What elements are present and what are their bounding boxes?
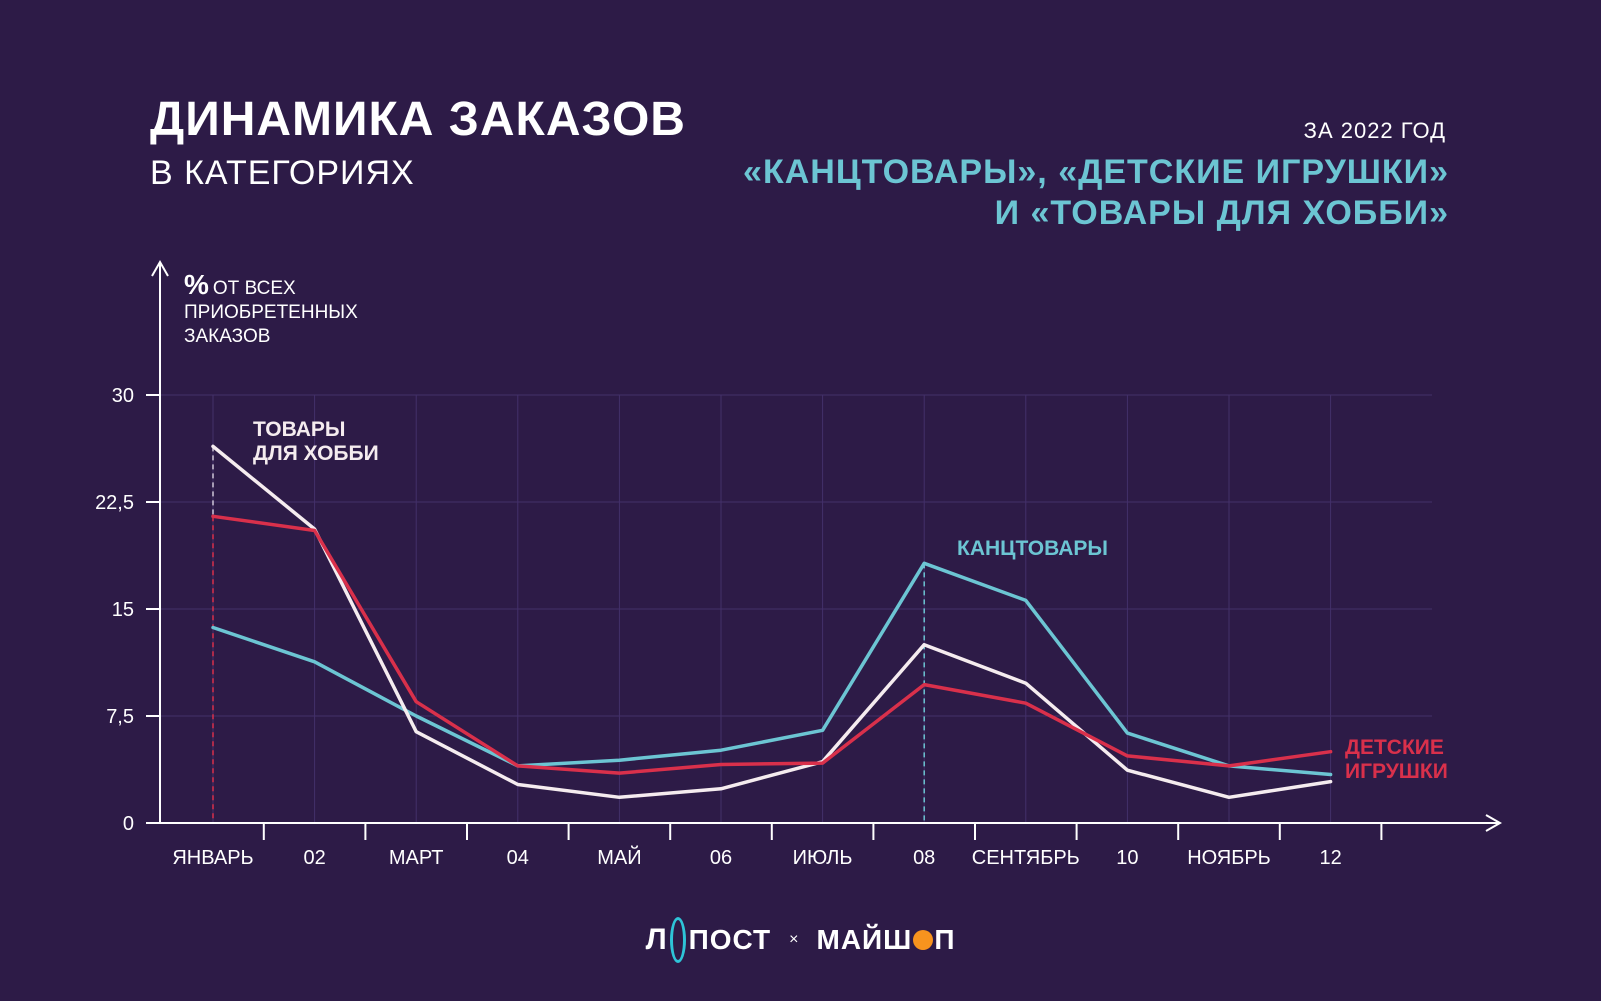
partner-logos: Л ПОСТ × МАЙШ П [0, 910, 1601, 970]
lpost-logo-text: ПОСТ [688, 924, 772, 955]
y-tick-label: 0 [123, 813, 134, 835]
myshop-logo-tail: П [934, 924, 956, 955]
categories-line-2: И «ТОВАРЫ ДЛЯ ХОББИ» [994, 194, 1449, 232]
x-tick-label: 12 [1319, 847, 1341, 869]
series-label-hobby-line-2: ДЛЯ ХОББИ [253, 442, 379, 465]
x-tick-label: 02 [303, 847, 325, 869]
y-axis-label-line-3: ЗАКАЗОВ [184, 326, 270, 347]
x-tick-label: МАЙ [597, 845, 641, 869]
grid-layer [160, 394, 1432, 823]
y-axis-label: % ОТ ВСЕХ ПРИОБРЕТЕННЫХ ЗАКАЗОВ [184, 269, 358, 347]
y-tick-label: 7,5 [106, 706, 134, 728]
tick-layer: 0 7,5 15 22,5 30 ЯНВАРЬ 02 МАРТ 04 МАЙ 06 ИЮЛЬ 08 СЕН… [95, 385, 1383, 869]
x-tick-label: ЯНВАРЬ [172, 847, 253, 869]
series-label-hobby: ТОВАРЫ ДЛЯ ХОББИ [253, 418, 379, 465]
x-tick-label: 04 [507, 847, 529, 869]
x-tick-label: МАРТ [389, 847, 444, 869]
logo-separator: × [789, 931, 799, 948]
x-tick-label: СЕНТЯБРЬ [972, 847, 1080, 869]
series-label-hobby-line-1: ТОВАРЫ [253, 418, 346, 441]
lpost-logo-l: Л [645, 923, 667, 956]
y-axis-label-line-2: ПРИОБРЕТЕННЫХ [184, 302, 358, 323]
x-tick-label: ИЮЛЬ [793, 847, 853, 869]
chart-categories-heading: «КАНЦТОВАРЫ», «ДЕТСКИЕ ИГРУШКИ» И «ТОВАР… [743, 152, 1449, 234]
x-axis-arrow-icon [1485, 814, 1503, 832]
guide-layer [212, 446, 925, 823]
series-line-hobby [211, 444, 1333, 800]
series-line-kids-toys [211, 514, 1333, 775]
y-axis-label-line-1: ОТ ВСЕХ [213, 278, 296, 299]
y-tick-label: 30 [112, 385, 134, 407]
x-tick-label: 06 [710, 847, 732, 869]
series-label-kids-toys: ДЕТСКИЕ ИГРУШКИ [1345, 736, 1448, 783]
myshop-logo-head: МАЙШ [816, 924, 913, 955]
series-label-kids-line-1: ДЕТСКИЕ [1345, 736, 1444, 759]
chart-title: ДИНАМИКА ЗАКАЗОВ [150, 93, 686, 146]
series-line-kanctovary [211, 561, 1333, 777]
axis-layer [151, 259, 1503, 832]
chart-period: ЗА 2022 ГОД [1303, 118, 1446, 143]
series-label-kanctovary: КАНЦТОВАРЫ [957, 537, 1108, 560]
categories-line-1: «КАНЦТОВАРЫ», «ДЕТСКИЕ ИГРУШКИ» [743, 153, 1449, 191]
myshop-dot-icon [913, 930, 934, 950]
y-tick-label: 22,5 [95, 492, 134, 514]
y-tick-label: 15 [112, 599, 134, 621]
x-tick-label: 10 [1116, 847, 1138, 869]
label-layer: % ОТ ВСЕХ ПРИОБРЕТЕННЫХ ЗАКАЗОВ ТОВАРЫ ДЛЯ ХО… [184, 269, 1448, 783]
series-layer [211, 444, 1333, 800]
y-axis-arrow-icon [151, 259, 169, 277]
chart-subtitle: В КАТЕГОРИЯХ [150, 154, 415, 192]
y-axis-label-percent: % [184, 269, 209, 300]
lpost-logo: Л ПОСТ [646, 917, 772, 963]
myshop-logo: МАЙШ П [817, 924, 956, 956]
x-tick-label: 08 [913, 847, 935, 869]
series-label-kids-line-2: ИГРУШКИ [1345, 760, 1448, 783]
lpost-ring-icon [669, 917, 686, 963]
x-tick-label: НОЯБРЬ [1187, 847, 1271, 869]
